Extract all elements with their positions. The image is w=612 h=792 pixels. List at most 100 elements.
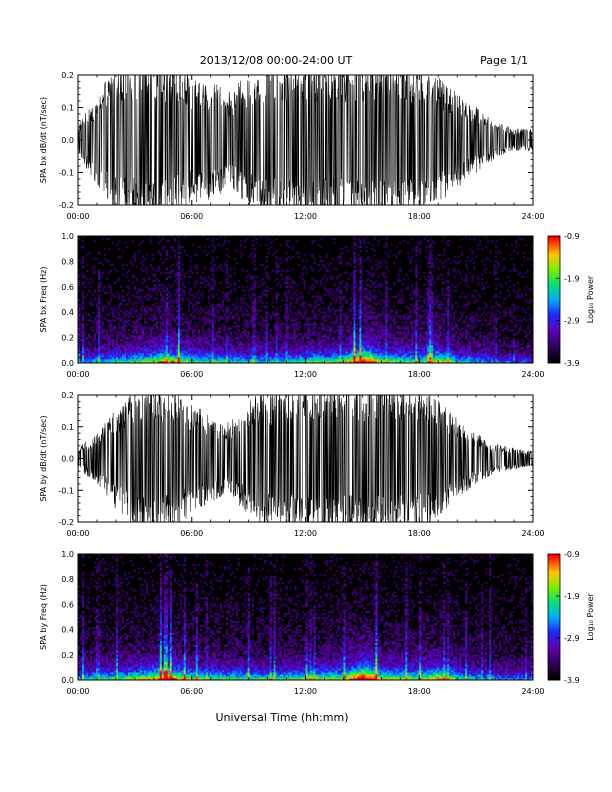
spectrogram-cell [283, 293, 286, 296]
spectrogram-cell [379, 331, 382, 334]
spectrogram-cell [291, 353, 294, 356]
spectrogram-cell [145, 267, 149, 271]
spectrogram-cell [343, 349, 346, 352]
spectrogram-cell [289, 359, 292, 362]
spectrogram-cell [411, 357, 414, 360]
spectrogram-cell [145, 361, 149, 364]
spectrogram-cell [343, 355, 346, 358]
spectrogram-cell [353, 361, 356, 364]
spectrogram-cell [273, 353, 276, 356]
spectrogram-cell [265, 345, 268, 348]
spectrogram-cell [107, 319, 111, 322]
spectrogram-cell [119, 339, 123, 342]
spectrogram-cell [115, 343, 119, 346]
spectrogram-cell [239, 355, 242, 358]
spectrogram-cell [327, 269, 330, 273]
spectrogram-cell [407, 357, 410, 360]
spectrogram-cell [175, 361, 179, 364]
spectrogram-cell [131, 351, 135, 354]
spectrogram-cell [177, 341, 181, 344]
spectrogram-cell [93, 355, 97, 358]
spectrogram-cell [179, 359, 183, 362]
spectrogram-cell [193, 265, 197, 269]
spectrogram-cell [371, 247, 374, 251]
spectrogram-cell [387, 345, 390, 348]
spectrogram-cell [161, 305, 165, 308]
spectrogram-cell [151, 357, 155, 360]
spectrogram-cell [215, 359, 218, 362]
spectrogram-cell [243, 289, 246, 292]
spectrogram-cell [343, 319, 346, 322]
spectrogram-cell [377, 275, 380, 278]
spectrogram-cell [141, 331, 145, 334]
spectrogram-cell [207, 317, 211, 320]
spectrogram-cell [371, 341, 374, 344]
spectrogram-cell [225, 319, 228, 322]
x-tick-label: 06:00 [180, 212, 203, 221]
spectrogram-cell [175, 335, 179, 338]
spectrogram-cell [201, 325, 205, 328]
spectrogram-cell [293, 359, 296, 362]
spectrogram-cell [78, 305, 81, 308]
spectrogram-cell [123, 315, 127, 318]
spectrogram-cell [101, 289, 105, 292]
spectrogram-cell [393, 339, 396, 342]
spectrogram-cell [95, 329, 99, 332]
spectrogram-cell [177, 311, 181, 314]
spectrogram-cell [217, 351, 220, 354]
spectrogram-cell [411, 335, 414, 338]
spectrogram-cell [309, 253, 312, 257]
spectrogram-cell [137, 243, 141, 247]
spectrogram-cell [283, 341, 286, 344]
spectrogram-cell [313, 357, 316, 360]
spectrogram-cell [80, 261, 83, 265]
spectrogram-cell [409, 236, 412, 239]
spectrogram-cell [161, 355, 165, 358]
spectrogram-cell [413, 321, 416, 324]
spectrogram-cell [407, 339, 410, 342]
spectrogram-cell [157, 347, 161, 350]
spectrogram-cell [337, 361, 340, 364]
spectrogram-cell [195, 281, 199, 284]
spectrogram-cell [80, 313, 83, 316]
spectrogram-cell [165, 329, 169, 332]
spectrogram-cell [231, 353, 234, 356]
spectrogram-cell [235, 359, 238, 362]
spectrogram-cell [197, 301, 201, 304]
spectrogram-cell [119, 333, 123, 336]
spectrogram-cell [345, 245, 348, 249]
spectrogram-cell [387, 253, 390, 257]
spectrogram-cell [317, 351, 320, 354]
spectrogram-cell [99, 315, 103, 318]
spectrogram-cell [325, 347, 328, 350]
spectrogram-cell [325, 359, 328, 362]
spectrogram-cell [185, 357, 189, 360]
spectrogram-cell [383, 271, 386, 274]
spectrogram-cell [181, 349, 185, 352]
spectrogram-cell [205, 345, 209, 348]
spectrogram-cell [215, 345, 218, 348]
spectrogram-cell [375, 343, 378, 346]
spectrogram-cell [325, 325, 328, 328]
spectrogram-cell [415, 301, 418, 304]
spectrogram-cell [107, 335, 111, 338]
spectrogram-cell [167, 335, 171, 338]
spectrogram-cell [225, 349, 228, 352]
spectrogram-cell [291, 281, 294, 284]
spectrogram-cell [287, 339, 290, 342]
spectrogram-cell [161, 299, 165, 302]
spectrogram-cell [157, 353, 161, 356]
spectrogram-cell [225, 291, 228, 294]
spectrogram-cell [381, 353, 384, 356]
spectrogram-cell [213, 347, 216, 350]
spectrogram-cell [81, 347, 85, 350]
spectrogram-cell [235, 307, 238, 310]
spectrogram-cell [149, 355, 153, 358]
spectrogram-cell [361, 329, 364, 332]
spectrogram-cell [187, 327, 191, 330]
spectrogram-cell [185, 321, 189, 324]
spectrogram-cell [353, 257, 356, 261]
spectrogram-cell [219, 305, 222, 308]
spectrogram-cell [185, 337, 189, 340]
spectrogram-cell [211, 355, 215, 358]
